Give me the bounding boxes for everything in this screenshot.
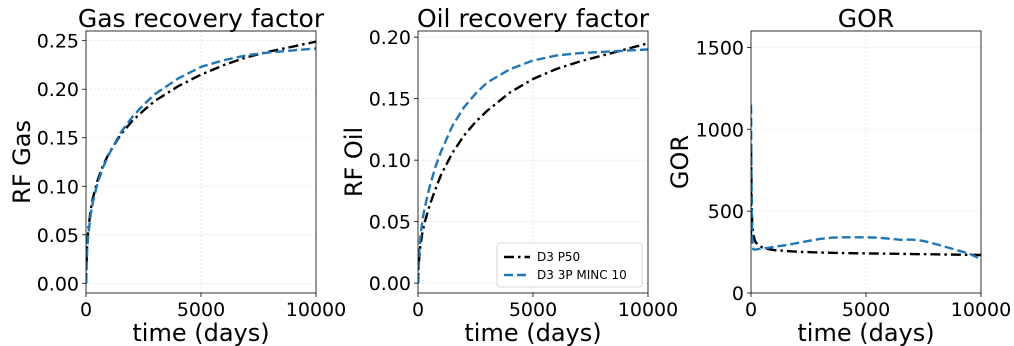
y-tick-label: 0.15 bbox=[369, 89, 411, 111]
series-line bbox=[418, 42, 648, 284]
y-axis-label: RF Oil bbox=[340, 127, 368, 197]
y-tick-label: 0 bbox=[732, 283, 744, 305]
y-tick-label: 0.10 bbox=[37, 176, 79, 198]
series-line bbox=[86, 47, 316, 284]
x-axis-label: time (days) bbox=[132, 319, 269, 346]
x-axis-label: time (days) bbox=[464, 319, 601, 346]
x-tick-label: 10000 bbox=[286, 299, 346, 321]
y-tick-label: 500 bbox=[708, 201, 744, 223]
y-tick-label: 0.05 bbox=[37, 225, 79, 247]
y-tick-label: 0.20 bbox=[369, 27, 411, 49]
y-tick-label: 0.00 bbox=[37, 273, 79, 295]
x-axis-label: time (days) bbox=[797, 319, 934, 346]
y-tick-label: 0.10 bbox=[369, 150, 411, 172]
chart-panel: 0 5000 10000 0.00 0.05 0.10 0.15 0.20 Oil recove… bbox=[340, 4, 678, 346]
x-tick-label: 10000 bbox=[618, 299, 678, 321]
y-tick-label: 0.25 bbox=[37, 31, 79, 53]
chart-title: Gas recovery factor bbox=[78, 4, 325, 33]
legend-label: D3 P50 bbox=[537, 250, 580, 264]
y-axis-label: RF Gas bbox=[8, 120, 36, 204]
chart-title: Oil recovery factor bbox=[417, 4, 650, 33]
chart-title: GOR bbox=[838, 4, 894, 33]
series-line bbox=[751, 104, 981, 261]
y-tick-label: 0.00 bbox=[369, 273, 411, 295]
y-tick-label: 0.20 bbox=[37, 79, 79, 101]
x-tick-label: 5000 bbox=[842, 299, 890, 321]
series-line bbox=[418, 48, 648, 284]
y-axis-label: GOR bbox=[666, 135, 694, 189]
y-tick-label: 1000 bbox=[696, 119, 744, 141]
chart-panel: 0 5000 10000 0 500 1000 1500 GOR time (days) GOR bbox=[666, 4, 1011, 346]
x-tick-label: 10000 bbox=[951, 299, 1011, 321]
y-tick-label: 0.15 bbox=[37, 128, 79, 150]
legend-label: D3 3P MINC 10 bbox=[537, 268, 627, 282]
x-tick-label: 5000 bbox=[177, 299, 225, 321]
x-tick-label: 0 bbox=[412, 299, 424, 321]
y-tick-label: 0.05 bbox=[369, 212, 411, 234]
x-tick-label: 0 bbox=[745, 299, 757, 321]
x-tick-label: 0 bbox=[80, 299, 92, 321]
x-tick-label: 5000 bbox=[509, 299, 557, 321]
plot-frame bbox=[85, 30, 317, 294]
legend-frame bbox=[496, 242, 643, 288]
series-line bbox=[86, 40, 316, 284]
y-tick-label: 1500 bbox=[696, 37, 744, 59]
legend: D3 P50 D3 3P MINC 10 bbox=[496, 242, 643, 288]
